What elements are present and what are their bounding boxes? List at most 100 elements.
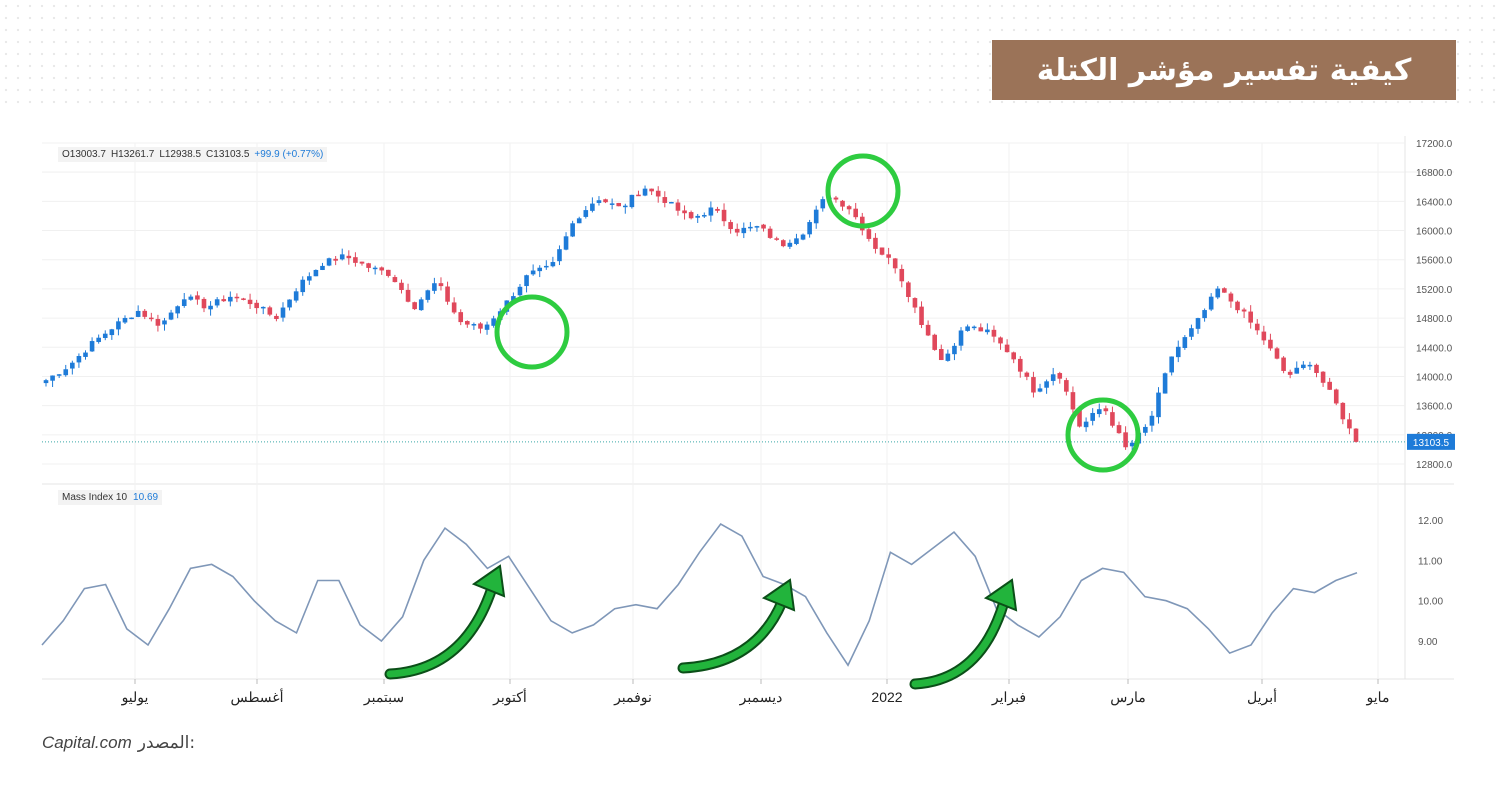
candle-body — [1182, 337, 1188, 348]
x-tick-label: فبراير — [991, 689, 1026, 706]
candle-body — [557, 249, 562, 262]
candle-body — [1347, 419, 1352, 429]
candle-body — [1294, 367, 1300, 374]
candle-body — [1228, 293, 1234, 302]
x-tick-label: 2022 — [871, 689, 902, 705]
candle-body — [550, 262, 556, 267]
candle-body — [63, 369, 69, 376]
candle-body — [458, 312, 464, 323]
source-brand: Capital.com — [42, 733, 132, 752]
candle-body — [155, 318, 161, 326]
candle-body — [912, 298, 918, 308]
candle-body — [938, 348, 944, 361]
candle-body — [122, 317, 128, 323]
candle-body — [530, 270, 536, 275]
candle-body — [96, 337, 101, 343]
candle-body — [412, 302, 417, 310]
candle-body — [1333, 389, 1339, 404]
candle-body — [985, 329, 990, 333]
indicator-label: Mass Index 10 10.69 — [58, 490, 163, 505]
ohlc-low: L12938.5 — [159, 149, 202, 160]
mass-tick-label: 12.00 — [1418, 516, 1443, 527]
candle-body — [135, 310, 141, 317]
candle-body — [1175, 346, 1181, 358]
candle-body — [333, 258, 338, 261]
source-credit: Capital.com المصدر: — [42, 733, 195, 753]
x-tick-label: مايو — [1366, 689, 1390, 706]
candle-body — [952, 345, 957, 355]
candle-body — [102, 333, 108, 339]
ohlc-high: H13261.7 — [110, 149, 155, 160]
x-tick-label: أغسطس — [230, 687, 283, 706]
candle-body — [899, 268, 905, 282]
candle-body — [1314, 364, 1319, 373]
candle-body — [636, 194, 641, 197]
candle-body — [1123, 432, 1128, 448]
page-title-text: كيفية تفسير مؤشر الكتلة — [1036, 52, 1412, 88]
candle-body — [168, 312, 174, 320]
x-tick-label: ديسمبر — [739, 689, 783, 706]
candle-body — [1044, 381, 1049, 388]
candle-body — [1274, 348, 1280, 359]
candle-body — [379, 267, 385, 271]
candle-body — [583, 210, 589, 217]
candle-body — [445, 286, 450, 302]
candle-body — [484, 324, 490, 330]
candle-body — [1268, 339, 1273, 349]
source-label: المصدر: — [137, 733, 196, 753]
candle-body — [418, 299, 424, 311]
candle-body — [1202, 310, 1207, 319]
candle-body — [1057, 373, 1063, 379]
candle-body — [695, 215, 701, 218]
candle-body — [807, 222, 812, 235]
candle-body — [932, 334, 937, 350]
candle-body — [1077, 410, 1082, 427]
candle-body — [682, 210, 687, 214]
candle-body — [748, 226, 753, 229]
candle-body — [978, 327, 984, 332]
candle-body — [1287, 371, 1293, 375]
price-tick-label: 14800.0 — [1416, 314, 1453, 325]
candle-body — [1327, 381, 1332, 390]
ohlc-open: O13003.7 — [62, 149, 106, 160]
candle-body — [925, 324, 931, 336]
indicator-name: Mass Index 10 — [62, 492, 128, 503]
candle-body — [234, 296, 240, 299]
candle-body — [609, 203, 615, 205]
last-price-label: 13103.5 — [1413, 438, 1450, 449]
candle-body — [774, 238, 780, 240]
candle-body — [1143, 426, 1148, 433]
ohlc-change: +99.9 (+0.77%) — [254, 149, 324, 160]
candle-body — [780, 240, 786, 247]
candle-body — [945, 353, 951, 361]
candle-body — [688, 212, 694, 219]
candle-body — [405, 289, 411, 302]
x-tick-label: سبتمبر — [363, 689, 404, 706]
candle-body — [1090, 412, 1095, 421]
candle-body — [1189, 328, 1194, 337]
candle-body — [109, 329, 115, 336]
candle-body — [247, 299, 253, 305]
candle-body — [267, 307, 273, 315]
candle-body — [1024, 372, 1030, 377]
candle-body — [221, 299, 227, 302]
candle-body — [346, 255, 352, 259]
candle-body — [1235, 301, 1240, 311]
candle-body — [754, 226, 760, 228]
candle-body — [1241, 309, 1247, 312]
candle-body — [478, 323, 483, 329]
price-tick-label: 16400.0 — [1416, 197, 1453, 208]
candle-body — [906, 282, 911, 297]
candle-body — [991, 329, 997, 337]
candle-body — [188, 296, 194, 300]
candle-body — [1031, 377, 1036, 393]
candle-body — [622, 205, 628, 208]
price-tick-label: 12800.0 — [1416, 460, 1453, 471]
candle-body — [386, 269, 391, 276]
candle-body — [511, 296, 516, 301]
candle-body — [517, 286, 523, 296]
candle-body — [1222, 288, 1227, 293]
candle-body — [767, 228, 773, 238]
candle-body — [866, 229, 872, 239]
x-tick-label: أبريل — [1247, 687, 1277, 706]
